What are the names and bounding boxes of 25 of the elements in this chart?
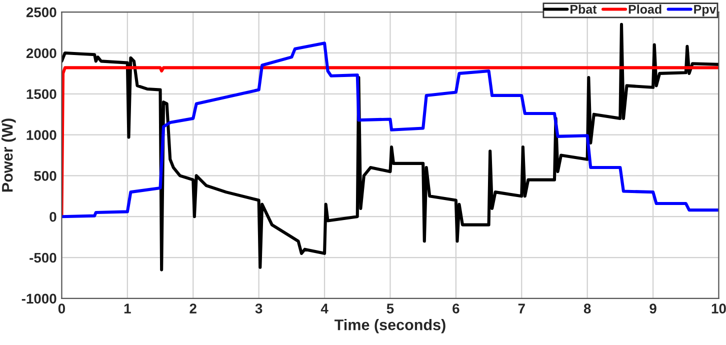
x-tick-label: 9 xyxy=(650,304,656,314)
y-tick-label: -1000 xyxy=(22,294,56,304)
x-tick-label: 3 xyxy=(255,304,262,314)
x-tick-label: 0 xyxy=(58,304,66,314)
y-tick-label: 1500 xyxy=(26,89,56,100)
x-tick-label: 4 xyxy=(320,304,328,314)
x-tick-label: 1 xyxy=(124,304,131,314)
y-axis-title: Power (W) xyxy=(2,118,16,192)
x-tick-label: 10 xyxy=(712,304,726,314)
y-tick-label: 500 xyxy=(34,171,56,181)
legend-label: Ppv xyxy=(694,5,716,16)
y-tick-label: 2000 xyxy=(26,48,56,58)
x-tick-label: 5 xyxy=(386,304,394,314)
x-tick-label: 2 xyxy=(190,304,196,314)
x-tick-label: 7 xyxy=(518,304,525,314)
y-tick-label: 0 xyxy=(50,212,56,222)
legend-label: Pload xyxy=(628,4,662,14)
line-series xyxy=(62,22,719,272)
y-tick-label: 2500 xyxy=(26,7,56,18)
x-tick-label: 8 xyxy=(584,304,591,314)
x-axis-title: Time (seconds) xyxy=(334,319,446,334)
y-tick-label: -500 xyxy=(30,252,56,263)
legend-label: Pbat xyxy=(570,4,597,14)
y-tick-label: 1000 xyxy=(26,130,56,140)
x-tick-label: 6 xyxy=(452,304,460,314)
